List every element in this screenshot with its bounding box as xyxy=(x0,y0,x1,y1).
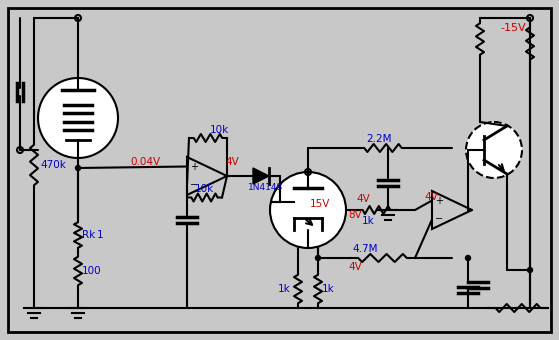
Text: +: + xyxy=(190,162,198,172)
Text: −: − xyxy=(435,214,443,224)
Text: 470k: 470k xyxy=(40,160,66,170)
Text: Rk: Rk xyxy=(82,230,95,240)
Text: 1: 1 xyxy=(97,230,103,240)
Text: 8V: 8V xyxy=(348,210,362,220)
Circle shape xyxy=(270,172,346,248)
Text: 2.2M: 2.2M xyxy=(366,134,391,144)
Text: +: + xyxy=(435,196,443,206)
Text: 10k: 10k xyxy=(195,184,214,193)
Text: 1k: 1k xyxy=(322,284,335,294)
Text: 1k: 1k xyxy=(278,284,291,294)
Text: 0.04V: 0.04V xyxy=(130,157,160,167)
Text: 15V: 15V xyxy=(310,199,330,209)
Text: 4V: 4V xyxy=(348,262,362,272)
Text: −: − xyxy=(190,180,198,190)
Text: 10k: 10k xyxy=(210,125,229,135)
Polygon shape xyxy=(253,168,269,184)
Circle shape xyxy=(466,255,471,260)
Text: 1k: 1k xyxy=(362,216,375,226)
Circle shape xyxy=(466,122,522,178)
Text: 100: 100 xyxy=(82,266,102,276)
Circle shape xyxy=(315,255,320,260)
Circle shape xyxy=(38,78,118,158)
Text: 1N4148: 1N4148 xyxy=(248,184,283,192)
Text: 4.7M: 4.7M xyxy=(352,244,377,254)
Circle shape xyxy=(75,166,80,170)
Text: 4V: 4V xyxy=(225,157,239,167)
Text: 4V: 4V xyxy=(424,192,438,202)
Text: -15V: -15V xyxy=(500,23,525,33)
Text: 4V: 4V xyxy=(356,194,369,204)
Circle shape xyxy=(528,268,533,272)
